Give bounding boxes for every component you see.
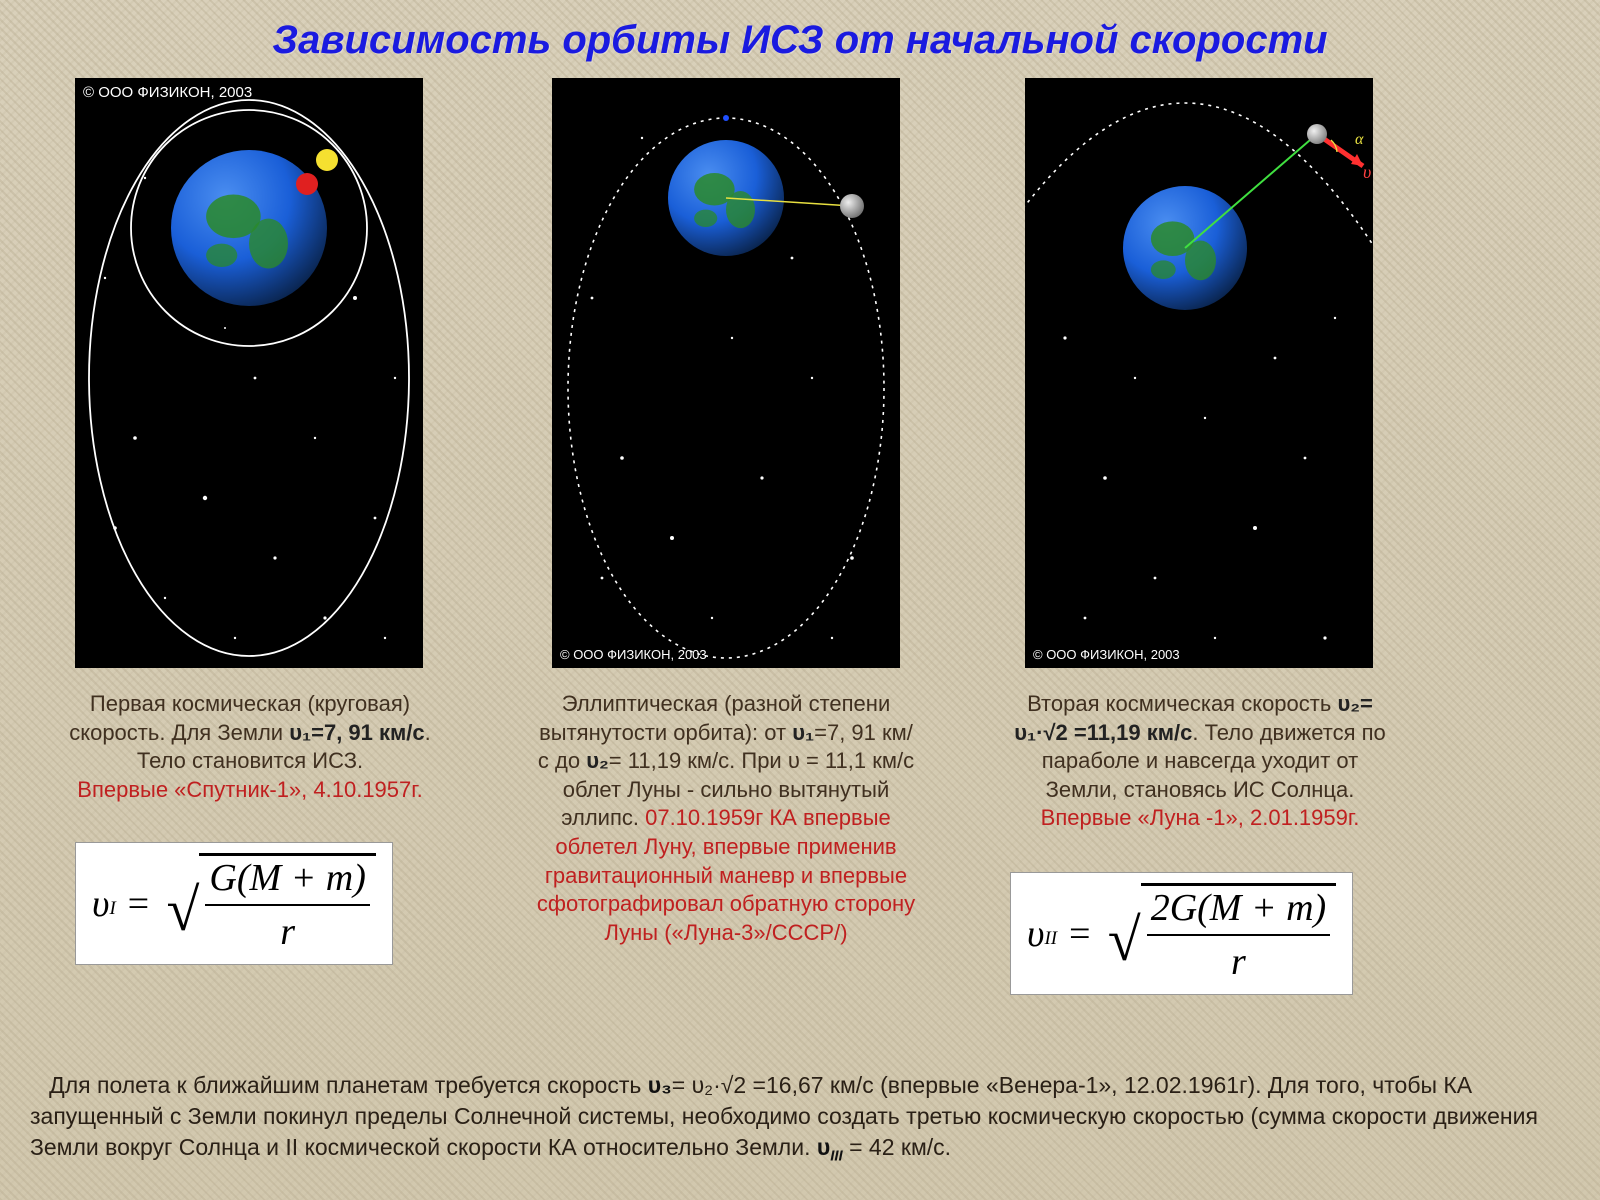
bottom-paragraph: Для полета к ближайшим планетам требуетс…: [30, 1070, 1570, 1167]
panel-parabolic-orbit: αυ © ООО ФИЗИКОН, 2003: [1025, 78, 1373, 668]
svg-text:υ: υ: [1363, 162, 1371, 182]
caption-1: Первая космическая (круговая) скорость. …: [60, 690, 440, 804]
copyright-text: © ООО ФИЗИКОН, 2003: [560, 647, 707, 662]
svg-text:α: α: [1355, 131, 1364, 148]
panel-elliptical-orbit: © ООО ФИЗИКОН, 2003: [552, 78, 900, 668]
formula-v1: υI = √ G(M + m) r: [75, 842, 393, 965]
caption-3: Вторая космическая скорость υ₂= υ₁·√2 =1…: [1010, 690, 1390, 833]
panel-circular-orbit: © ООО ФИЗИКОН, 2003: [75, 78, 423, 668]
copyright-text: © ООО ФИЗИКОН, 2003: [83, 84, 252, 101]
formula-v2: υII = √ 2G(M + m) r: [1010, 872, 1353, 995]
copyright-text: © ООО ФИЗИКОН, 2003: [1033, 647, 1180, 662]
page-title: Зависимость орбиты ИСЗ от начальной скор…: [0, 18, 1600, 63]
caption-2: Эллиптическая (разной степени вытянутост…: [536, 690, 916, 947]
